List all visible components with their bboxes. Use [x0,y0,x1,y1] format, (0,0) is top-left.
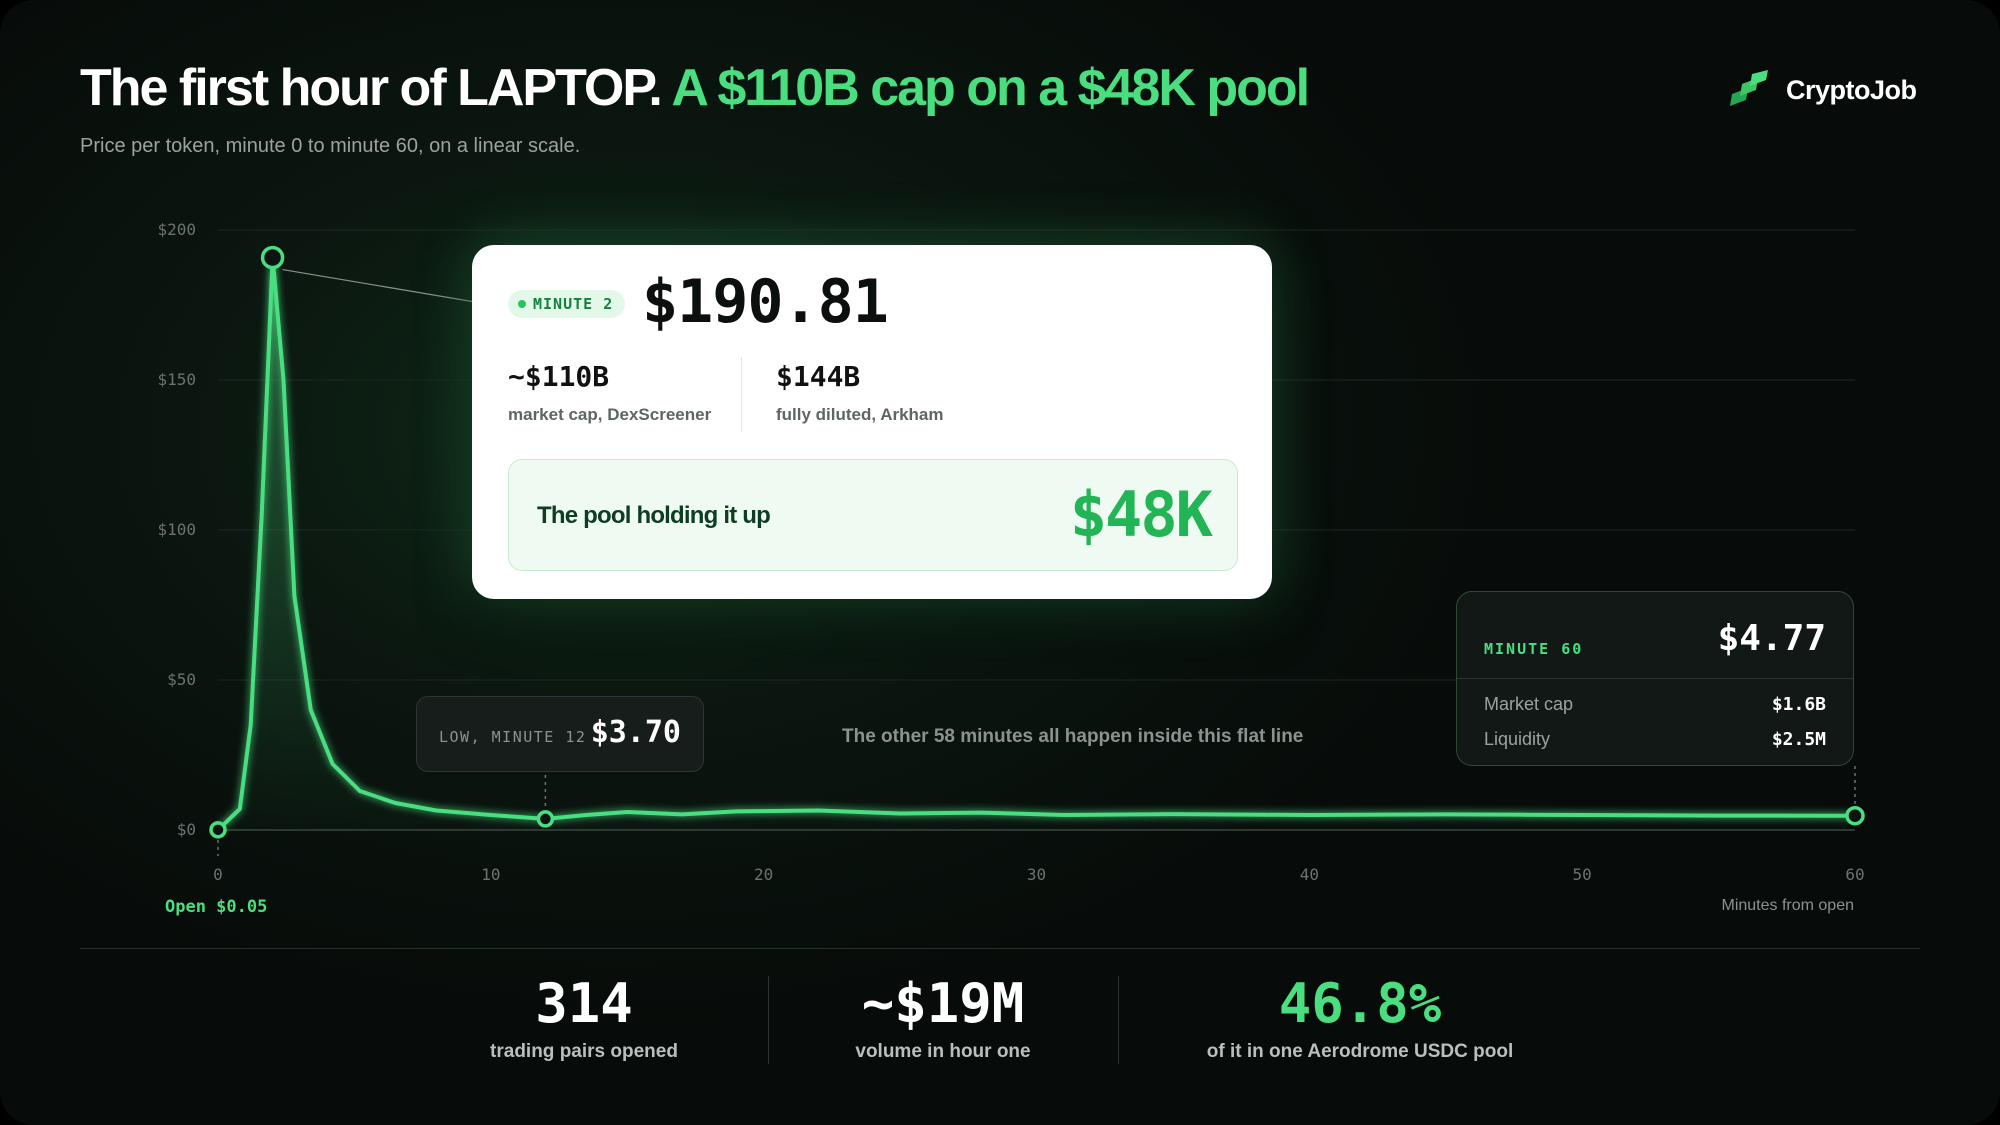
x-axis-label: Minutes from open [1721,897,1854,914]
stat-pairs-value: 314 [535,972,633,1035]
y-tick-label: $100 [157,520,196,539]
pool-value: $48K [1069,478,1213,551]
title-main: The first hour of LAPTOP. [80,59,663,117]
end-market-cap-value: $1.6B [1771,694,1826,715]
minute-badge: MINUTE 2 [508,290,626,318]
peak-card: MINUTE 2 $190.81 ~$110B market cap, DexS… [472,245,1272,599]
brand-logo: CryptoJob [1728,70,1917,110]
fdv-value: $144B [776,360,861,393]
x-tick-label: 30 [1027,865,1046,884]
badge-label: MINUTE 2 [533,295,614,313]
page-subtitle: Price per token, minute 0 to minute 60, … [80,135,581,157]
stat-pairs: 314 trading pairs opened [484,972,684,1063]
peak-price: $190.81 [642,267,889,337]
low-marker [536,810,555,828]
peak-marker [260,245,285,270]
x-tick-label: 60 [1845,865,1864,884]
fdv-stat: $144B fully diluted, Arkham [776,360,944,425]
stat-share: 46.8% of it in one Aerodrome USDC pool [1190,972,1530,1063]
low-label: LOW, MINUTE 12 [439,728,587,746]
end-market-cap-label: Market cap [1484,694,1574,714]
stat-volume-value: ~$19M [861,972,1025,1035]
pool-label: The pool holding it up [537,502,771,529]
end-card-divider [1457,678,1853,679]
x-tick-label: 40 [1300,865,1319,884]
stat-divider [741,357,742,432]
end-label: MINUTE 60 [1484,640,1584,658]
open-price-label: Open $0.05 [165,897,268,917]
x-tick-label: 0 [213,865,223,884]
y-tick-label: $150 [157,370,196,389]
x-tick-label: 20 [754,865,773,884]
badge-dot-icon [518,300,526,308]
y-tick-label: $200 [157,220,196,239]
x-tick-label: 50 [1573,865,1592,884]
market-cap-stat: ~$110B market cap, DexScreener [508,360,711,425]
low-price: $3.70 [590,715,681,750]
fdv-label: fully diluted, Arkham [776,405,944,424]
stat-share-label: of it in one Aerodrome USDC pool [1206,1041,1514,1062]
x-tick-label: 10 [481,865,500,884]
low-card: LOW, MINUTE 12 $3.70 [416,696,704,772]
pool-box: The pool holding it up $48K [508,459,1238,571]
y-tick-label: $0 [177,820,196,839]
stat-pairs-label: trading pairs opened [490,1041,678,1062]
end-liquidity-value: $2.5M [1771,729,1826,750]
stat-volume: ~$19M volume in hour one [830,972,1056,1063]
open-marker [209,821,227,839]
end-liquidity-row: Liquidity $2.5M [1484,729,1826,750]
stat-divider-2 [1118,976,1119,1064]
flat-line-note: The other 58 minutes all happen inside t… [842,726,1304,747]
bottom-divider [80,948,1920,949]
title-accent: A $110B cap on a $48K pool [671,59,1310,117]
cryptojob-logo-icon [1730,70,1768,106]
stat-share-value: 46.8% [1278,972,1442,1035]
end-liquidity-label: Liquidity [1484,729,1551,749]
series-line [216,255,1857,832]
brand-name: CryptoJob [1786,74,1917,105]
market-cap-label: market cap, DexScreener [508,405,712,424]
y-tick-label: $50 [167,670,196,689]
market-cap-value: ~$110B [508,360,610,393]
page-title: The first hour of LAPTOP. A $110B cap on… [80,58,1310,118]
end-price: $4.77 [1717,618,1826,659]
stat-volume-label: volume in hour one [855,1041,1031,1062]
end-marker [1845,805,1865,826]
stat-divider-1 [768,976,769,1064]
end-market-cap-row: Market cap $1.6B [1484,694,1826,715]
peak-connector [282,268,476,303]
end-card: MINUTE 60 $4.77 Market cap $1.6B Liquidi… [1456,591,1854,766]
